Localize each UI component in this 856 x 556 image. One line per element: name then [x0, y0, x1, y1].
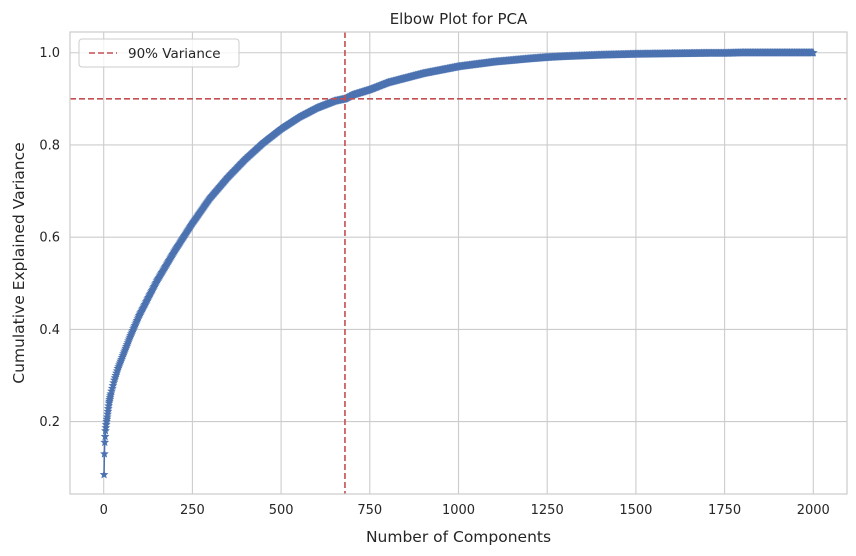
- x-tick-label: 1000: [442, 503, 475, 518]
- y-tick-label: 0.6: [39, 231, 60, 246]
- legend-label-90-variance: 90% Variance: [128, 46, 221, 62]
- data-point-marker: [100, 432, 110, 441]
- y-tick-label: 1.0: [39, 46, 60, 61]
- data-point-marker: [103, 406, 113, 416]
- legend-box: [78, 38, 240, 68]
- y-axis-label: Cumulative Explained Variance: [10, 142, 28, 383]
- x-axis-label: Number of Components: [366, 528, 551, 546]
- reference-lines: [70, 32, 847, 494]
- y-tick-label: 0.4: [39, 323, 60, 338]
- x-tick-label: 250: [180, 503, 205, 518]
- y-tick-label: 0.2: [39, 415, 60, 430]
- x-tick-label: 0: [100, 503, 108, 518]
- data-point-marker: [102, 412, 112, 421]
- x-tick-label: 1500: [619, 503, 652, 518]
- series-layer: [99, 48, 818, 479]
- y-tick-label: 0.8: [39, 138, 60, 153]
- x-tick-label: 1250: [531, 503, 564, 518]
- data-point-marker: [101, 426, 110, 435]
- data-point-marker: [808, 48, 818, 57]
- x-tick-label: 750: [357, 503, 382, 518]
- data-point-marker: [100, 437, 110, 447]
- data-point-marker: [104, 401, 114, 410]
- chart-title: Elbow Plot for PCA: [390, 10, 528, 28]
- data-point-marker: [100, 449, 109, 458]
- data-point-marker: [99, 470, 109, 479]
- x-tick-label: 500: [269, 503, 294, 518]
- data-point-marker: [103, 409, 112, 418]
- data-point-marker: [101, 423, 111, 432]
- plot-area-frame: [69, 31, 848, 495]
- data-point-marker: [103, 404, 113, 413]
- data-point-marker: [101, 420, 111, 429]
- x-gridlines: [103, 32, 814, 494]
- x-tick-labels: 0 250 500 750 1000 1250 1500 1750 2000: [100, 503, 830, 518]
- legend: 90% Variance: [78, 38, 240, 68]
- x-tick-label: 1750: [708, 503, 741, 518]
- x-tick-label: 2000: [797, 503, 830, 518]
- y-tick-labels: 0.2 0.4 0.6 0.8 1.0: [39, 46, 60, 430]
